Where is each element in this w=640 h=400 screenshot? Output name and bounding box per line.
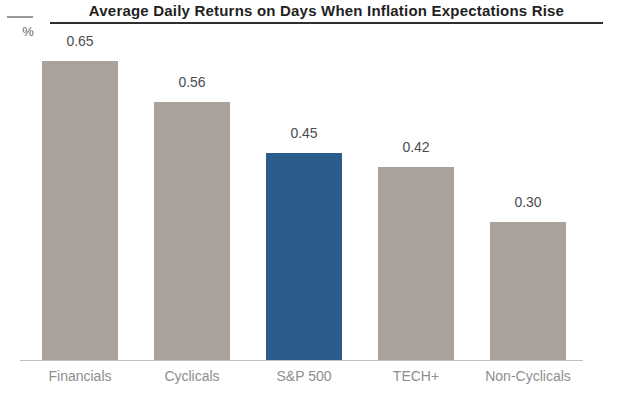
value-label: 0.42 [376, 140, 456, 155]
category-label: Non-Cyclicals [468, 368, 588, 384]
bar-financials [42, 61, 118, 360]
category-label: S&P 500 [244, 368, 364, 384]
bar-tech- [378, 167, 454, 360]
value-label: 0.65 [40, 34, 120, 49]
category-label: Cyclicals [132, 368, 252, 384]
chart-title: Average Daily Returns on Days When Infla… [50, 2, 603, 24]
bar-s-p-500 [266, 153, 342, 360]
y-axis-tick-line [7, 16, 33, 18]
bar-cyclicals [154, 102, 230, 360]
value-label: 0.45 [264, 126, 344, 141]
x-axis-line [20, 360, 583, 361]
category-label: TECH+ [356, 368, 476, 384]
category-label: Financials [20, 368, 140, 384]
value-label: 0.30 [488, 195, 568, 210]
y-axis-unit-label: % [14, 24, 42, 39]
value-label: 0.56 [152, 75, 232, 90]
bar-chart: % Average Daily Returns on Days When Inf… [0, 0, 640, 400]
bar-non-cyclicals [490, 222, 566, 360]
